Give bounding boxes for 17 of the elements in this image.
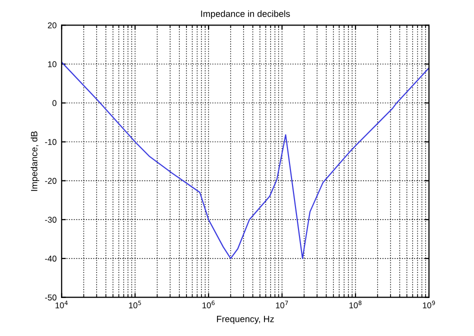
y-tick-label: 10 (48, 61, 56, 68)
y-tick-label: -10 (45, 139, 56, 145)
y-tick-label: -40 (45, 256, 56, 262)
y-tick-label: -50 (45, 294, 56, 300)
x-tick-label: 10$^{7}$ (276, 300, 288, 308)
x-tick-label: 10$^{4}$ (56, 300, 68, 308)
x-axis-title: Frequency, Hz (217, 316, 274, 324)
x-tick-label: 10$^{8}$ (349, 300, 362, 308)
x-tick-label: 10$^{9}$ (422, 300, 435, 308)
y-tick-label: -30 (45, 216, 56, 223)
y-tick-label: 0 (52, 100, 56, 106)
x-tick-label: 10$^{5}$ (129, 300, 141, 308)
y-tick-label: 20 (48, 22, 56, 28)
x-tick-label: 10$^{6}$ (202, 300, 215, 308)
chart-title: Impedance in decibels (201, 10, 290, 19)
y-tick-label: -20 (45, 178, 56, 184)
y-axis-title: Impedance, dB (30, 131, 40, 191)
